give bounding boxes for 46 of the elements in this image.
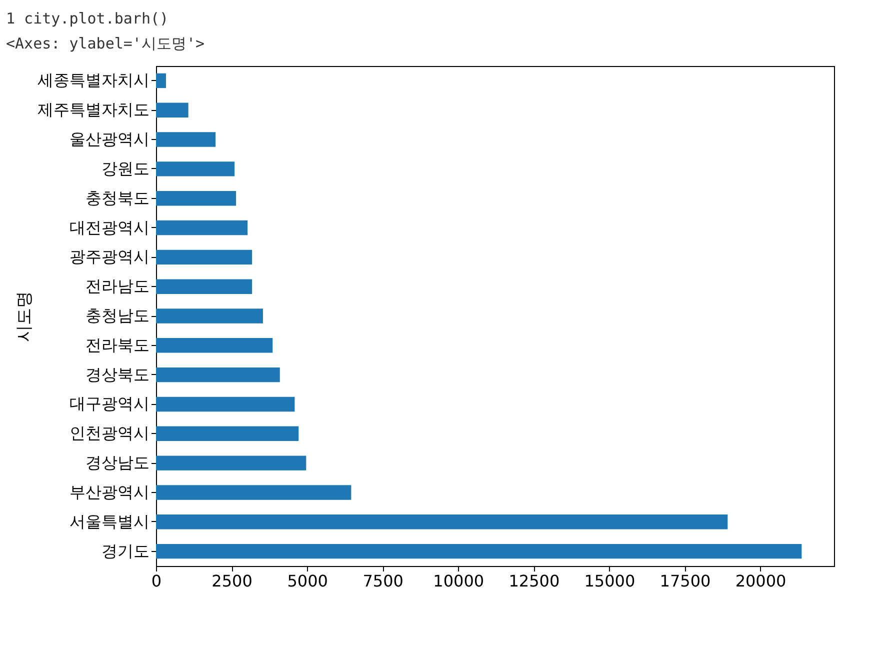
bar <box>156 162 235 176</box>
x-tick-label: 7500 <box>362 572 404 590</box>
bar <box>156 132 216 147</box>
y-tick-label: 충청북도 <box>86 188 150 208</box>
y-tick-label: 제주특별자치도 <box>38 100 150 120</box>
x-tick-label: 2500 <box>212 572 252 590</box>
x-tick-label: 12500 <box>508 572 560 590</box>
bar <box>156 308 263 324</box>
bar <box>156 514 728 530</box>
y-tick-label: 전라남도 <box>86 276 150 296</box>
y-tick-label: 인천광역시 <box>70 424 150 443</box>
bar <box>156 250 252 265</box>
bar <box>156 396 295 412</box>
bar <box>156 220 248 236</box>
y-tick-label: 경상북도 <box>86 364 150 384</box>
bar <box>156 191 236 206</box>
x-tick-label: 10000 <box>433 572 484 590</box>
bar <box>156 426 299 441</box>
bar <box>156 102 188 118</box>
x-tick-label: 5000 <box>287 572 328 590</box>
x-tick-label: 15000 <box>584 572 636 590</box>
bar <box>156 456 306 470</box>
text: 1 city.plot.barh() <box>6 10 169 28</box>
bar <box>156 279 252 294</box>
y-tick-label: 경기도 <box>102 541 150 560</box>
y-tick-label: 울산광역시 <box>70 130 150 149</box>
bar <box>156 485 352 500</box>
y-tick-label: 부산광역시 <box>70 482 150 502</box>
bar <box>156 367 280 382</box>
bar <box>156 73 166 88</box>
y-tick-label: 경상남도 <box>86 453 150 472</box>
y-tick-label: 세종특별자치시 <box>38 70 150 90</box>
y-tick-label: 광주광역시 <box>70 247 150 266</box>
y-tick-label: 강원도 <box>102 158 150 178</box>
x-tick-label: 0 <box>151 572 162 590</box>
y-tick-label: 전라북도 <box>86 335 150 354</box>
bar <box>156 338 273 353</box>
x-tick-label: 17500 <box>660 572 711 590</box>
bar <box>156 544 802 559</box>
y-tick-label: 충청남도 <box>86 306 150 325</box>
x-tick-label: 20000 <box>735 572 786 590</box>
y-tick-label: 대전광역시 <box>70 218 150 237</box>
y-axis-title: 시도명 <box>14 291 34 342</box>
y-tick-label: 대구광역시 <box>70 394 150 414</box>
text: <Axes: ylabel='시도명'> <box>6 34 205 52</box>
y-tick-label: 서울특별시 <box>70 512 150 531</box>
